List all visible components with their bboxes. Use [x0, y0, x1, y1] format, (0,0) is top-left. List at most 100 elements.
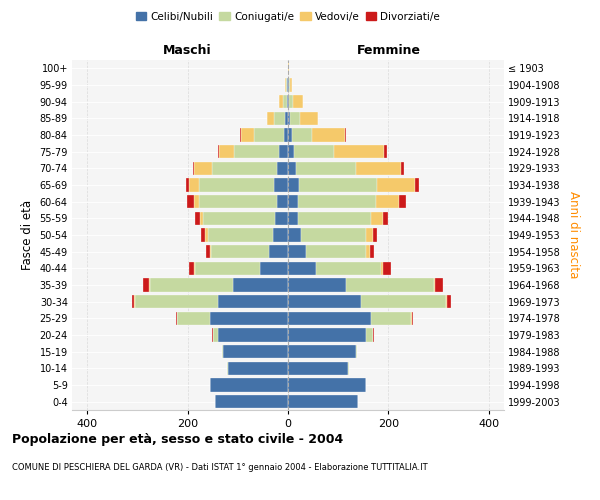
Bar — [288, 145, 294, 158]
Bar — [150, 278, 233, 291]
Bar — [288, 312, 371, 325]
Bar — [294, 145, 334, 158]
Legend: Celibi/Nubili, Coniugati/e, Vedovi/e, Divorziati/e: Celibi/Nubili, Coniugati/e, Vedovi/e, Di… — [131, 8, 445, 26]
Bar — [398, 195, 406, 208]
Bar — [312, 128, 345, 141]
Bar — [373, 228, 377, 241]
Bar — [132, 295, 134, 308]
Bar — [218, 145, 234, 158]
Bar — [412, 312, 413, 325]
Bar — [186, 178, 188, 192]
Bar — [201, 228, 205, 241]
Bar — [274, 112, 286, 125]
Bar — [288, 195, 298, 208]
Bar — [240, 128, 241, 141]
Bar — [290, 78, 292, 92]
Bar — [334, 145, 385, 158]
Bar — [288, 112, 290, 125]
Bar — [178, 312, 210, 325]
Bar — [288, 278, 346, 291]
Bar — [377, 178, 415, 192]
Bar — [260, 262, 288, 275]
Bar — [200, 212, 203, 225]
Bar — [290, 112, 300, 125]
Bar — [273, 228, 288, 241]
Bar — [299, 178, 377, 192]
Bar — [228, 362, 288, 375]
Bar — [194, 195, 199, 208]
Bar — [371, 312, 411, 325]
Bar — [212, 162, 277, 175]
Text: Femmine: Femmine — [356, 44, 421, 57]
Bar — [275, 212, 288, 225]
Bar — [288, 128, 292, 141]
Bar — [267, 112, 274, 125]
Bar — [269, 245, 288, 258]
Bar — [199, 195, 277, 208]
Bar — [233, 278, 288, 291]
Bar — [288, 212, 298, 225]
Bar — [383, 262, 391, 275]
Bar — [293, 95, 303, 108]
Y-axis label: Anni di nascita: Anni di nascita — [568, 192, 580, 278]
Bar — [286, 112, 288, 125]
Bar — [292, 128, 312, 141]
Bar — [188, 178, 199, 192]
Bar — [279, 145, 288, 158]
Bar — [288, 178, 299, 192]
Bar — [289, 95, 293, 108]
Bar — [288, 245, 305, 258]
Bar — [356, 162, 401, 175]
Bar — [305, 245, 366, 258]
Bar — [296, 162, 356, 175]
Bar — [205, 228, 208, 241]
Bar — [193, 162, 194, 175]
Bar — [274, 178, 288, 192]
Bar — [277, 162, 288, 175]
Bar — [210, 312, 288, 325]
Bar — [366, 328, 373, 342]
Bar — [288, 95, 289, 108]
Bar — [215, 395, 288, 408]
Bar — [143, 278, 149, 291]
Bar — [288, 328, 366, 342]
Bar — [195, 262, 260, 275]
Bar — [366, 228, 373, 241]
Bar — [370, 245, 374, 258]
Bar — [208, 228, 273, 241]
Bar — [284, 128, 288, 141]
Bar — [223, 345, 288, 358]
Bar — [371, 212, 383, 225]
Bar — [286, 78, 287, 92]
Bar — [234, 145, 279, 158]
Bar — [446, 295, 447, 308]
Bar — [288, 395, 358, 408]
Bar — [203, 212, 275, 225]
Bar — [218, 295, 288, 308]
Bar — [199, 178, 274, 192]
Bar — [361, 295, 446, 308]
Bar — [149, 278, 150, 291]
Bar — [288, 228, 301, 241]
Bar — [356, 345, 358, 358]
Bar — [209, 245, 211, 258]
Bar — [176, 312, 178, 325]
Bar — [381, 262, 383, 275]
Bar — [288, 262, 316, 275]
Bar — [189, 262, 194, 275]
Bar — [434, 278, 435, 291]
Text: Popolazione per età, sesso e stato civile - 2004: Popolazione per età, sesso e stato civil… — [12, 432, 343, 446]
Bar — [187, 195, 194, 208]
Bar — [345, 128, 346, 141]
Bar — [298, 195, 376, 208]
Bar — [135, 295, 218, 308]
Bar — [277, 195, 288, 208]
Bar — [366, 245, 370, 258]
Bar — [288, 345, 356, 358]
Bar — [287, 95, 288, 108]
Bar — [447, 295, 451, 308]
Bar — [221, 345, 223, 358]
Bar — [376, 195, 398, 208]
Bar — [289, 78, 290, 92]
Bar — [346, 278, 434, 291]
